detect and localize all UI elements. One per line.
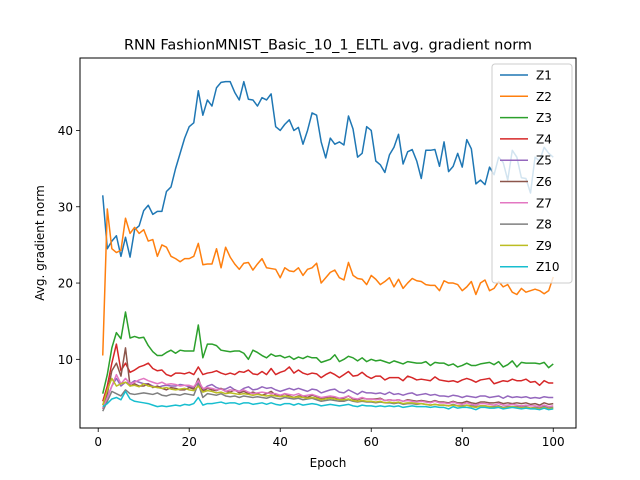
- series-line-z7: [102, 373, 554, 410]
- x-tick-label: 100: [542, 435, 565, 449]
- legend-label-z5: Z5: [536, 154, 552, 168]
- x-tick-label: 20: [182, 435, 197, 449]
- legend-label-z6: Z6: [536, 175, 552, 189]
- x-tick-label: 80: [455, 435, 470, 449]
- x-tick-label: 60: [364, 435, 379, 449]
- y-tick-label: 20: [58, 277, 73, 291]
- series-line-z10: [102, 390, 554, 411]
- x-tick-label: 0: [94, 435, 102, 449]
- legend-label-z1: Z1: [536, 69, 552, 83]
- y-axis-label: Avg. gradient norm: [33, 185, 47, 301]
- legend-label-z10: Z10: [536, 260, 560, 274]
- legend-label-z9: Z9: [536, 239, 552, 253]
- y-tick-label: 10: [58, 353, 73, 367]
- x-axis-label: Epoch: [310, 456, 347, 470]
- legend-box: [491, 63, 573, 284]
- chart-title: RNN FashionMNIST_Basic_10_1_ELTL avg. gr…: [124, 38, 532, 54]
- series-line-z4: [102, 343, 554, 402]
- legend-label-z7: Z7: [536, 196, 552, 210]
- series-line-z3: [102, 311, 554, 394]
- legend-label-z2: Z2: [536, 90, 552, 104]
- y-axis: 10 20 30 40: [58, 124, 80, 367]
- legend-label-z8: Z8: [536, 218, 552, 232]
- series-line-z2: [102, 208, 554, 356]
- series-line-z1: [102, 80, 554, 258]
- legend: Z1 Z2 Z3 Z4 Z5 Z6 Z7 Z8 Z9 Z10: [491, 63, 573, 284]
- y-tick-label: 30: [58, 200, 73, 214]
- series-line-z9: [102, 377, 554, 410]
- x-tick-label: 40: [273, 435, 288, 449]
- legend-label-z3: Z3: [536, 111, 552, 125]
- plot-frame: [79, 57, 577, 429]
- legend-label-z4: Z4: [536, 132, 552, 146]
- y-tick-label: 40: [58, 124, 73, 138]
- x-axis: 0 20 40 60 80 100: [94, 428, 565, 449]
- series-layer: [102, 80, 554, 412]
